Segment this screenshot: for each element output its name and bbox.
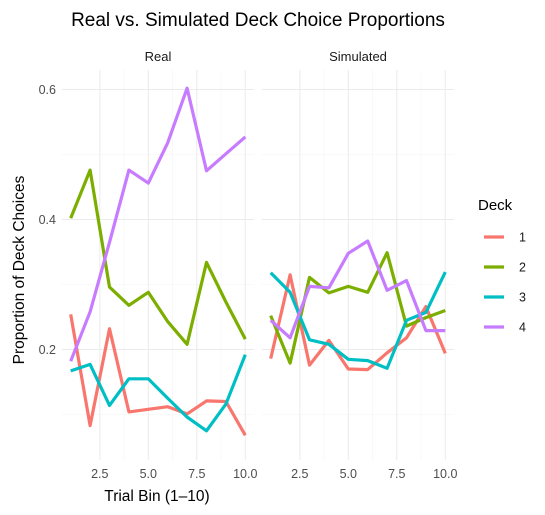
legend: Deck 1 2 3 4 xyxy=(478,197,526,335)
chart-title: Real vs. Simulated Deck Choice Proportio… xyxy=(71,10,445,31)
y-tick-label: 0.6 xyxy=(39,83,56,97)
x-tick-label: 10.0 xyxy=(233,467,257,481)
y-tick-label: 0.4 xyxy=(39,213,56,227)
x-tick-label: 2.5 xyxy=(91,467,108,481)
x-tick-label: 7.5 xyxy=(188,467,205,481)
legend-label: 3 xyxy=(519,291,526,305)
legend-item-deck-1: 1 xyxy=(484,231,526,245)
legend-label: 1 xyxy=(519,231,526,245)
legend-label: 4 xyxy=(519,321,526,335)
series-line-deck-4 xyxy=(269,239,446,340)
panel-real: Real 2.5 5.0 7.5 10.0 xyxy=(62,49,257,481)
series-line-deck-3 xyxy=(70,354,247,433)
legend-item-deck-4: 4 xyxy=(484,321,526,335)
series-line-deck-2 xyxy=(69,168,247,346)
legend-label: 2 xyxy=(519,261,526,275)
x-tick-label: 2.5 xyxy=(291,467,308,481)
facet-strip-label: Simulated xyxy=(329,49,387,64)
legend-title: Deck xyxy=(478,197,513,214)
facet-panels: Real 2.5 5.0 7.5 10.0 Simulated 2.5 5.0 7.5 10.0 0… xyxy=(39,49,458,481)
series-line-deck-1 xyxy=(69,314,247,437)
x-tick-label: 7.5 xyxy=(388,467,405,481)
x-tick-label: 5.0 xyxy=(340,467,357,481)
legend-item-deck-2: 2 xyxy=(484,261,526,275)
legend-item-deck-3: 3 xyxy=(484,291,526,305)
x-tick-label: 10.0 xyxy=(433,467,457,481)
y-axis-title: Proportion of Deck Choices xyxy=(11,175,28,364)
panel-simulated: Simulated 2.5 5.0 7.5 10.0 xyxy=(262,49,457,481)
x-axis-title: Trial Bin (1–10) xyxy=(104,488,209,505)
series-line-deck-4 xyxy=(69,86,247,362)
y-tick-label: 0.2 xyxy=(39,343,56,357)
x-tick-label: 5.0 xyxy=(140,467,157,481)
facet-strip-label: Real xyxy=(145,49,172,64)
